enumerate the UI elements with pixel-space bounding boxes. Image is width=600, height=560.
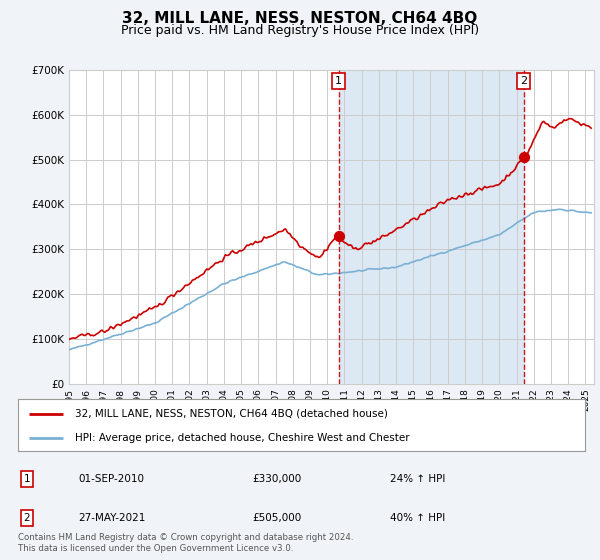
Text: 01-SEP-2010: 01-SEP-2010 xyxy=(78,474,144,484)
Text: 1: 1 xyxy=(23,474,31,484)
Text: Contains HM Land Registry data © Crown copyright and database right 2024.
This d: Contains HM Land Registry data © Crown c… xyxy=(18,533,353,553)
Text: Price paid vs. HM Land Registry's House Price Index (HPI): Price paid vs. HM Land Registry's House … xyxy=(121,24,479,36)
Text: £505,000: £505,000 xyxy=(252,513,301,523)
Text: 2: 2 xyxy=(520,76,527,86)
Point xyxy=(519,153,529,162)
Point xyxy=(334,231,344,240)
Text: £330,000: £330,000 xyxy=(252,474,301,484)
Text: 24% ↑ HPI: 24% ↑ HPI xyxy=(390,474,445,484)
Text: 2: 2 xyxy=(23,513,31,523)
Text: 32, MILL LANE, NESS, NESTON, CH64 4BQ (detached house): 32, MILL LANE, NESS, NESTON, CH64 4BQ (d… xyxy=(75,409,388,419)
Text: 32, MILL LANE, NESS, NESTON, CH64 4BQ: 32, MILL LANE, NESS, NESTON, CH64 4BQ xyxy=(122,11,478,26)
Text: 1: 1 xyxy=(335,76,342,86)
Bar xyxy=(339,70,524,384)
Text: HPI: Average price, detached house, Cheshire West and Chester: HPI: Average price, detached house, Ches… xyxy=(75,433,409,443)
Text: 40% ↑ HPI: 40% ↑ HPI xyxy=(390,513,445,523)
Text: 27-MAY-2021: 27-MAY-2021 xyxy=(78,513,145,523)
